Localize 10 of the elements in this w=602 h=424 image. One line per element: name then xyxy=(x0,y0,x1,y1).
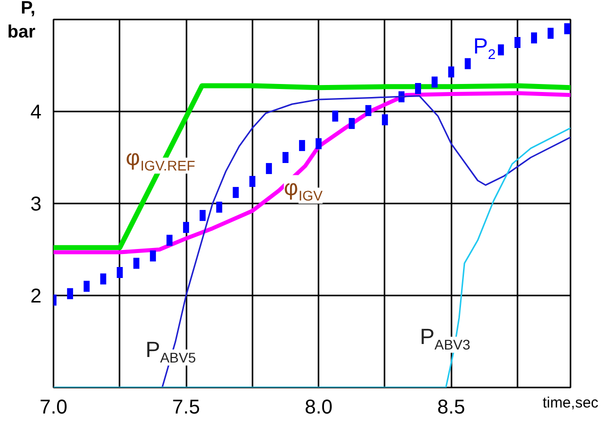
x-tick-label: 8.0 xyxy=(304,396,333,418)
y-tick-label: 2 xyxy=(30,286,42,308)
y-tick-label: 3 xyxy=(30,194,42,216)
x-tick-label: 7.0 xyxy=(40,396,68,418)
line-series xyxy=(54,127,570,388)
y-tick-label: 4 xyxy=(30,102,42,124)
x-tick-label: 8.5 xyxy=(437,396,466,418)
x-tick-label: 7.5 xyxy=(172,396,200,418)
y-axis-title: P, bar xyxy=(7,0,36,42)
x-axis-title: time,sec xyxy=(542,394,599,412)
